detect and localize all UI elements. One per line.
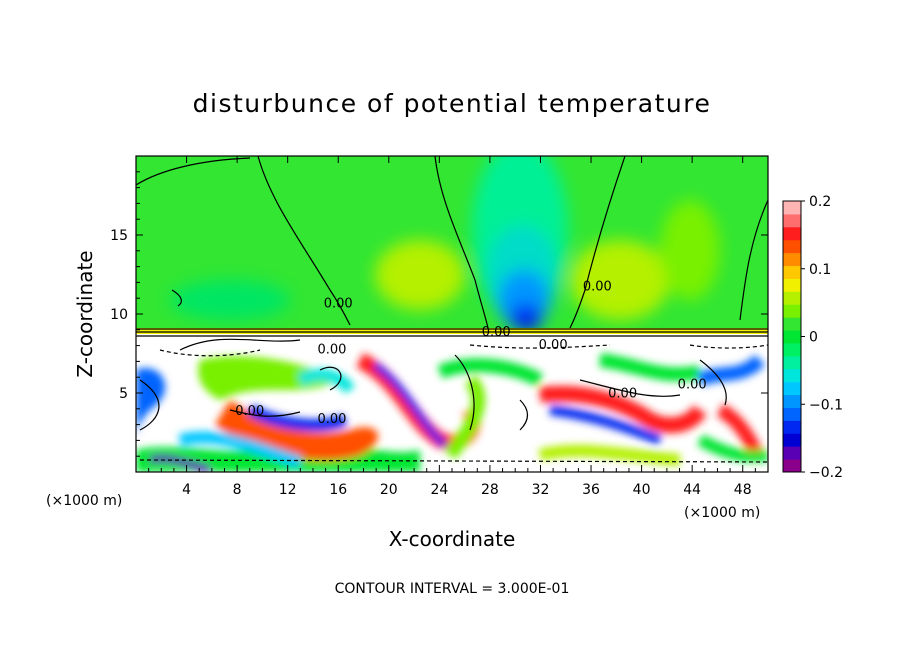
colorbar-swatch: [783, 226, 801, 241]
y-axis: 5 10 15: [110, 171, 768, 457]
x-axis: 4 8 12 16 20 24 28 32 36 40 44 48: [148, 156, 756, 498]
colorbar-tick-label: −0.2: [809, 465, 843, 481]
contour-label: 0.00: [235, 404, 264, 419]
x-tick-label: 44: [683, 482, 701, 498]
inversion-band: [136, 328, 768, 334]
contour-label: 0.00: [539, 338, 568, 353]
x-tick-label: 4: [182, 482, 191, 498]
colorbar-tick-label: 0: [809, 330, 818, 346]
x-tick-label: 20: [380, 482, 398, 498]
contour-label: 0.00: [583, 279, 612, 294]
colorbar-swatch: [783, 381, 801, 396]
contour-lines: [136, 156, 768, 463]
colorbar-swatch: [783, 459, 801, 473]
x-tick-label: 48: [734, 482, 752, 498]
x-tick-label: 24: [430, 482, 448, 498]
x-tick-label: 16: [329, 482, 347, 498]
x-tick-label: 36: [582, 482, 600, 498]
colorbar-swatch: [783, 317, 801, 331]
colorbar-swatch: [783, 252, 801, 267]
colorbar-swatch: [783, 342, 801, 357]
colorbar-swatch: [783, 368, 801, 383]
colorbar-swatch: [783, 394, 801, 408]
colorbar-tick-label: 0.2: [809, 194, 831, 210]
colorbar-swatch: [783, 446, 801, 460]
colorbar-swatch: [783, 330, 801, 344]
colorbar-swatch: [783, 213, 801, 228]
colorbar-swatch: [783, 291, 801, 305]
x-tick-label: 28: [481, 482, 499, 498]
colorbar-swatch: [783, 304, 801, 318]
x-tick-label: 12: [279, 482, 297, 498]
y-axis-label: Z-coordinate: [73, 250, 97, 377]
colorbar-swatch: [783, 420, 801, 434]
y-tick-label: 10: [110, 307, 128, 323]
colorbar-swatch: [783, 239, 801, 254]
colorbar-swatch: [783, 265, 801, 279]
x-tick-label: 8: [233, 482, 242, 498]
boundary-layer-eddies: [136, 352, 768, 472]
colorbar: 0.2 0.1 0 −0.1 −0.2: [782, 194, 843, 481]
colorbar-swatch: [783, 355, 801, 370]
contour-label: 0.00: [678, 377, 707, 392]
x-tick-label: 40: [633, 482, 651, 498]
x-unit-left: (×1000 m): [46, 493, 122, 509]
colorbar-swatch: [783, 407, 801, 421]
contour-label: 0.00: [317, 343, 346, 358]
chart-title: disturbunce of potential temperature: [193, 89, 712, 118]
colorbar-swatch: [783, 201, 801, 215]
x-axis-label: X-coordinate: [389, 527, 516, 551]
contour-interval: CONTOUR INTERVAL = 3.000E-01: [335, 581, 570, 597]
upper-anomalies: [170, 156, 720, 332]
colorbar-swatch: [783, 433, 801, 447]
contour-label: 0.00: [324, 297, 353, 312]
plot-area: [136, 156, 768, 472]
colorbar-tick-label: 0.1: [809, 262, 831, 278]
contour-labels: 0.00 0.00 0.00 0.00 0.00 0.00 0.00 0.00 0.00: [235, 279, 706, 427]
colorbar-tick-label: −0.1: [809, 397, 843, 413]
y-tick-label: 15: [110, 228, 128, 244]
contour-label: 0.00: [482, 325, 511, 340]
y-tick-label: 5: [119, 386, 128, 402]
contour-label: 0.00: [608, 387, 637, 402]
contour-label: 0.00: [317, 412, 346, 427]
x-tick-label: 32: [532, 482, 550, 498]
colorbar-swatch: [783, 278, 801, 292]
x-unit-right: (×1000 m): [684, 505, 760, 521]
